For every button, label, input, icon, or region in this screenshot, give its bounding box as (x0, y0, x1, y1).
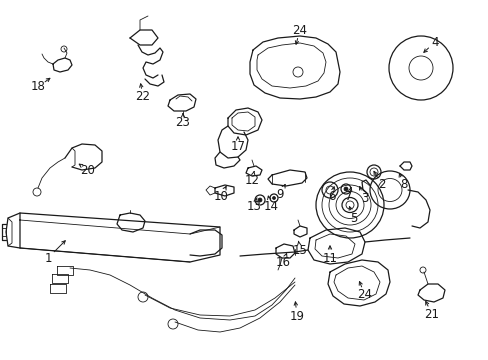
Text: 21: 21 (424, 307, 439, 320)
Text: 24: 24 (357, 288, 372, 302)
Text: 14: 14 (263, 199, 278, 212)
Text: 11: 11 (322, 252, 337, 265)
Text: 22: 22 (135, 90, 150, 104)
Text: 10: 10 (213, 189, 228, 202)
Text: 3: 3 (361, 192, 368, 204)
Text: 9: 9 (276, 188, 283, 201)
Text: 13: 13 (246, 199, 261, 212)
Text: 6: 6 (327, 189, 335, 202)
Text: 12: 12 (244, 174, 259, 186)
Circle shape (258, 198, 262, 202)
Text: 2: 2 (378, 179, 385, 192)
Text: 7: 7 (345, 189, 352, 202)
Text: 5: 5 (349, 211, 357, 225)
Circle shape (343, 187, 347, 191)
Text: 24: 24 (292, 23, 307, 36)
Text: 23: 23 (175, 117, 190, 130)
Text: 1: 1 (44, 252, 52, 265)
Text: 20: 20 (81, 163, 95, 176)
Text: 18: 18 (30, 81, 45, 94)
Text: 15: 15 (292, 243, 307, 256)
Circle shape (272, 197, 275, 199)
Text: 8: 8 (400, 179, 407, 192)
Text: 4: 4 (430, 36, 438, 49)
Text: 16: 16 (275, 256, 290, 270)
Text: 19: 19 (289, 310, 304, 323)
Text: 17: 17 (230, 140, 245, 153)
